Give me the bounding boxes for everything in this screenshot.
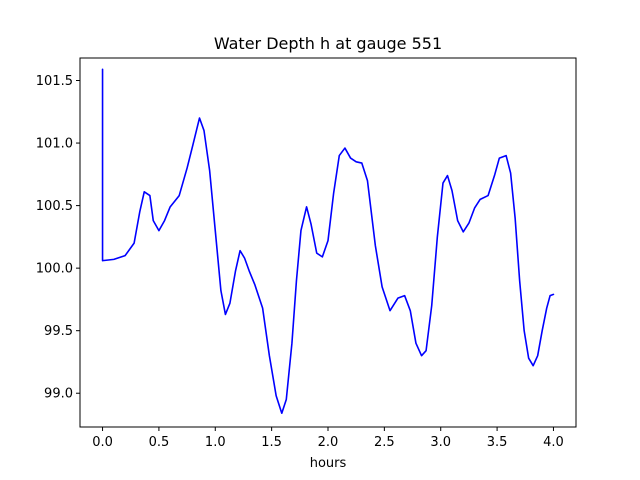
x-tick-label: 4.0 [543,435,564,450]
y-tick-label: 100.0 [36,262,73,277]
x-axis-label: hours [310,456,347,471]
chart-title: Water Depth h at gauge 551 [214,34,442,53]
y-tick-label: 100.5 [36,199,73,214]
y-tick-label: 101.5 [36,74,73,89]
x-tick-label: 2.0 [318,435,339,450]
x-tick-label: 1.0 [205,435,226,450]
y-axis: 99.0 99.5 100.0 100.5 101.0 101.5 [36,74,80,402]
x-tick-label: 2.5 [374,435,395,450]
series-line-0 [101,68,555,415]
x-tick-label: 1.5 [261,435,282,450]
y-tick-label: 99.5 [44,324,73,339]
x-tick-label: 0.5 [149,435,170,450]
x-tick-label: 0.0 [92,435,113,450]
y-tick-label: 101.0 [36,137,73,152]
x-tick-label: 3.0 [430,435,451,450]
plot-area [101,68,555,415]
y-tick-label: 99.0 [44,387,73,402]
x-axis: 0.0 0.5 1.0 1.5 2.0 2.5 3.0 3.5 4.0 [92,427,564,450]
x-tick-label: 3.5 [487,435,508,450]
